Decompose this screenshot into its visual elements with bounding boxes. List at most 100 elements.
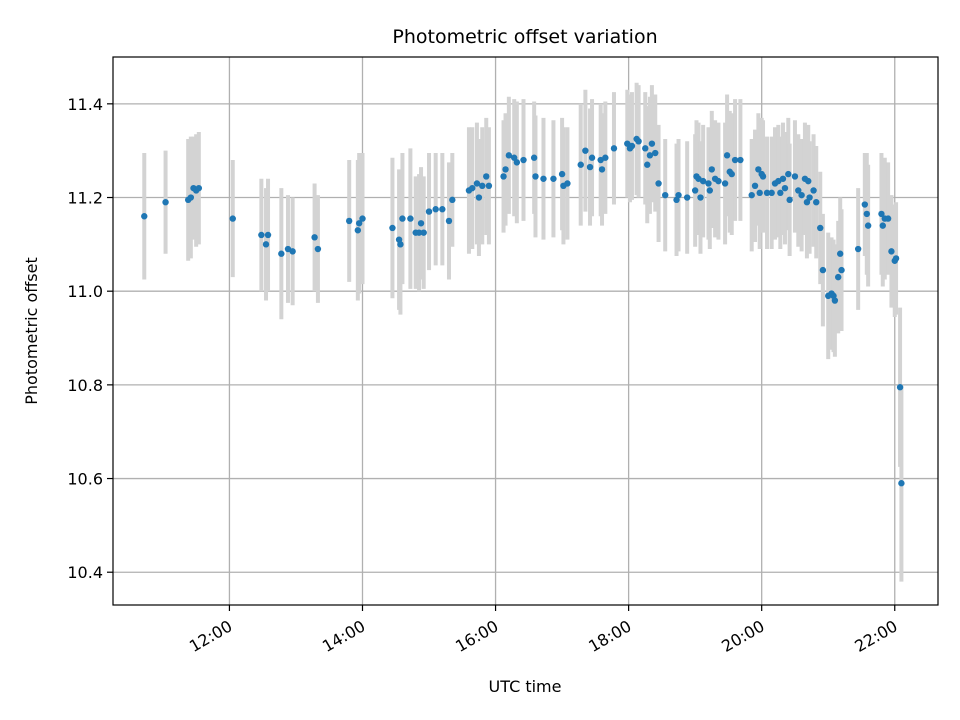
data-point xyxy=(878,210,885,218)
data-point xyxy=(345,217,353,225)
data-point xyxy=(445,217,453,225)
data-points xyxy=(141,135,905,487)
data-point xyxy=(311,234,318,241)
y-axis-ticks: 10.4 10.6 10.8 11.0 11.2 11.4 xyxy=(67,95,113,582)
data-point xyxy=(863,210,871,218)
data-point xyxy=(483,173,490,180)
data-point xyxy=(397,241,404,248)
data-point xyxy=(475,194,483,201)
data-point xyxy=(520,156,527,164)
data-point xyxy=(836,250,844,257)
data-point xyxy=(262,241,270,248)
data-point xyxy=(420,229,427,236)
data-point xyxy=(781,184,789,192)
data-point xyxy=(819,266,827,274)
data-point xyxy=(798,191,805,199)
data-point xyxy=(432,206,439,213)
data-point xyxy=(748,191,755,199)
data-point xyxy=(314,245,322,253)
data-point xyxy=(558,170,566,178)
data-point xyxy=(417,220,425,227)
data-point xyxy=(706,187,713,194)
data-point xyxy=(884,215,892,222)
data-point xyxy=(628,142,636,150)
data-point xyxy=(582,147,589,154)
data-point xyxy=(141,213,148,220)
data-point xyxy=(759,173,767,180)
data-point xyxy=(354,227,362,234)
data-point xyxy=(813,198,820,206)
data-point xyxy=(289,248,296,255)
data-point xyxy=(646,152,654,159)
data-point xyxy=(258,231,265,239)
data-point xyxy=(831,297,839,304)
data-point xyxy=(708,166,715,173)
data-point xyxy=(564,180,571,187)
data-point xyxy=(479,182,486,190)
data-point xyxy=(683,194,691,201)
data-point xyxy=(691,187,699,194)
data-point xyxy=(588,154,596,161)
data-point xyxy=(705,180,712,187)
data-point xyxy=(359,215,366,222)
data-point xyxy=(779,175,787,182)
data-point xyxy=(485,182,493,190)
data-point xyxy=(699,177,707,185)
data-point xyxy=(723,152,731,159)
data-point xyxy=(229,215,236,222)
data-point xyxy=(795,187,802,194)
data-point xyxy=(389,224,396,232)
data-point xyxy=(810,187,817,194)
chart-title: Photometric offset variation xyxy=(392,26,657,48)
data-point xyxy=(502,166,509,173)
data-point xyxy=(648,140,656,147)
grid-lines xyxy=(113,57,938,605)
data-point xyxy=(652,149,659,157)
data-point xyxy=(469,184,476,192)
data-point xyxy=(586,163,594,171)
y-tick-label: 11.4 xyxy=(67,95,103,114)
data-point xyxy=(756,189,763,197)
data-point xyxy=(817,224,824,232)
data-point xyxy=(751,182,759,190)
y-tick-label: 10.6 xyxy=(67,470,103,489)
data-point xyxy=(879,222,886,229)
y-tick-label: 10.8 xyxy=(67,376,103,395)
data-point xyxy=(728,170,735,178)
data-point xyxy=(755,166,762,173)
data-point xyxy=(532,173,539,180)
data-point xyxy=(898,480,905,487)
data-point xyxy=(731,156,739,164)
data-point xyxy=(644,161,651,168)
data-point xyxy=(662,191,669,199)
data-point xyxy=(697,194,704,201)
data-point xyxy=(715,177,722,185)
data-point xyxy=(425,208,433,215)
data-point xyxy=(763,189,771,197)
data-point xyxy=(513,159,521,166)
data-point xyxy=(500,173,507,180)
y-tick-label: 10.4 xyxy=(67,563,103,582)
data-point xyxy=(721,180,729,187)
data-point xyxy=(162,198,169,206)
data-point xyxy=(439,206,446,213)
data-point xyxy=(805,177,812,185)
data-point xyxy=(791,173,799,180)
plot-frame xyxy=(112,56,939,606)
data-point xyxy=(550,175,557,182)
data-point xyxy=(896,384,904,391)
data-point xyxy=(737,156,744,164)
data-point xyxy=(785,170,792,178)
data-point xyxy=(655,180,662,187)
data-point xyxy=(415,229,423,236)
data-point xyxy=(399,215,406,222)
data-point xyxy=(610,145,618,152)
data-point xyxy=(888,248,895,255)
data-point xyxy=(806,194,813,201)
data-point xyxy=(602,154,609,161)
y-axis-title: Photometric offset xyxy=(22,257,41,405)
data-point xyxy=(642,145,649,152)
data-point xyxy=(861,201,869,208)
